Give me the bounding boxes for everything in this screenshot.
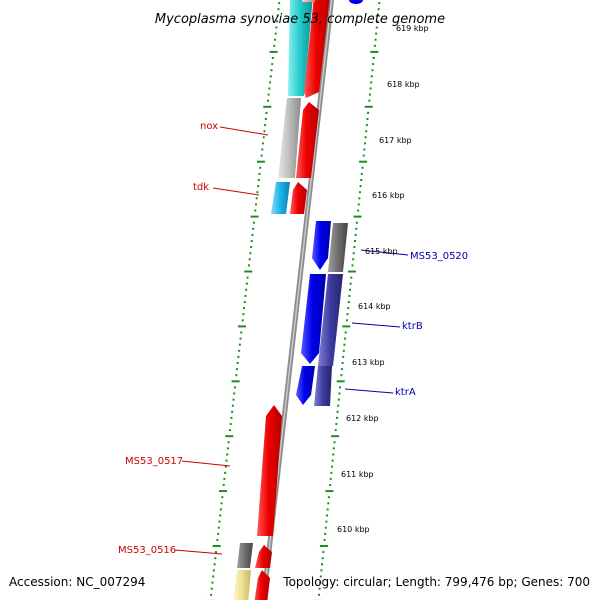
leader-line-tdk (212, 187, 260, 196)
forward-gene (254, 570, 270, 600)
cyan-feature (288, 0, 313, 96)
light-blue-feature (271, 182, 290, 214)
topology-text: Topology: circular; Length: 799,476 bp; … (282, 575, 590, 589)
map-title: Mycoplasma synoviae 53, complete genome (155, 12, 445, 27)
reverse-gene (296, 366, 315, 405)
pink-feature (302, 0, 316, 2)
leader-line-ktrb (351, 322, 401, 328)
indigo-feature (314, 366, 332, 406)
leader-line-ms53-0517 (181, 460, 231, 467)
forward-gene (296, 102, 319, 178)
gene-label-ktra: ktrA (395, 387, 416, 398)
kbp-label-618: 618 kbp (387, 80, 420, 89)
gene-features (233, 0, 363, 600)
reverse-gene (312, 221, 331, 270)
forward-gene (304, 0, 330, 98)
gene-label-nox: nox (200, 121, 218, 132)
dark-grey-feature (328, 223, 348, 272)
accession-text: Accession: NC_007294 (9, 575, 145, 589)
forward-gene (255, 545, 272, 568)
tick-marks (206, 2, 381, 600)
gene-label-ms53-0517: MS53_0517 (125, 456, 183, 467)
kbp-label-616: 616 kbp (372, 191, 405, 200)
grey-feature (278, 98, 301, 178)
gene-label-tdk: tdk (193, 182, 209, 193)
indigo-feature (318, 274, 343, 366)
kbp-label-613: 613 kbp (352, 358, 385, 367)
gene-label-ms53-0516: MS53_0516 (118, 545, 176, 556)
gene-label-ktrb: ktrB (402, 321, 423, 332)
reverse-gene (301, 274, 326, 364)
forward-gene (257, 405, 282, 536)
kbp-label-610: 610 kbp (337, 525, 370, 534)
dark-grey-feature (237, 543, 253, 568)
kbp-label-617: 617 kbp (379, 136, 412, 145)
kbp-label-614: 614 kbp (358, 302, 391, 311)
leader-line-nox (219, 126, 269, 136)
kbp-label-619: 619 kbp (396, 24, 429, 33)
label-leaders (174, 126, 409, 555)
gene-labels: nox tdk MS53_0520 ktrB ktrA MS53_0517 MS… (118, 121, 468, 556)
reverse-gene (349, 0, 363, 4)
forward-gene (290, 182, 307, 214)
gene-label-ms53-0520: MS53_0520 (410, 251, 468, 262)
leader-line-ms53-0520 (360, 249, 409, 256)
pale-yellow-feature (233, 570, 251, 600)
kbp-label-611: 611 kbp (341, 470, 374, 479)
kbp-label-612: 612 kbp (346, 414, 379, 423)
kbp-scale: 619 kbp 618 kbp 617 kbp 616 kbp 615 kbp … (337, 24, 429, 534)
leader-line-ms53-0516 (174, 549, 223, 555)
kbp-label-615: 615 kbp (365, 247, 398, 256)
leader-line-ktra (344, 388, 394, 394)
